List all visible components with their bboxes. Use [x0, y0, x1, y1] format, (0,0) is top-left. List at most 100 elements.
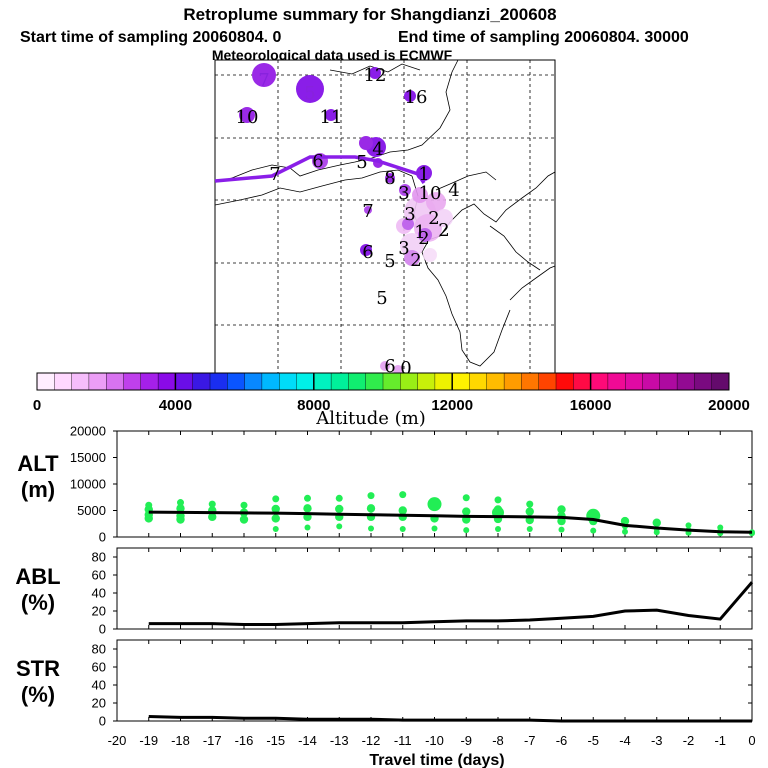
altitude-scatter-point: [462, 507, 471, 516]
colorbar-swatch: [486, 372, 505, 391]
plume-dot: [359, 136, 373, 150]
altitude-scatter-point: [399, 491, 407, 499]
altitude-scatter-point: [526, 500, 534, 508]
colorbar-swatch: [140, 372, 159, 391]
figure-title: Retroplume summary for Shangdianzi_20060…: [183, 5, 556, 24]
panel-abl: 0 20 40 60 80 ABL(%): [15, 547, 754, 637]
series-line-str: [148, 715, 752, 723]
plume-dot: [404, 90, 416, 102]
altitude-scatter-point: [271, 514, 280, 523]
colorbar-swatch: [36, 372, 55, 391]
plume-blob: [423, 248, 437, 262]
colorbar-swatch: [192, 372, 211, 391]
x-tick-label: -18: [171, 733, 190, 748]
x-tick-label: -17: [203, 733, 222, 748]
altitude-colorbar: 0 4000 8000 12000 16000 20000: [33, 372, 750, 414]
panel-ylabel: ALT: [17, 451, 59, 476]
map-time-label: 2: [428, 208, 439, 229]
colorbar-swatch: [175, 372, 194, 391]
map-time-label: 5: [384, 251, 395, 272]
plume-blob: [412, 187, 428, 203]
y-tick-label: 0: [99, 622, 106, 637]
colorbar-swatch: [330, 372, 349, 391]
x-tick-label: -5: [587, 733, 599, 748]
y-tick-label: 60: [92, 568, 106, 583]
y-tick-label: 40: [92, 586, 106, 601]
y-tick-label: 10000: [70, 477, 106, 492]
map-time-label: 11: [320, 107, 343, 128]
colorbar-swatch: [261, 372, 280, 391]
y-tick-label: 80: [92, 642, 106, 657]
plume-dot: [252, 63, 276, 87]
y-tick-label: 0: [99, 530, 106, 545]
x-tick-label: -19: [139, 733, 158, 748]
altitude-scatter-point: [239, 515, 249, 524]
altitude-scatter-point: [622, 528, 628, 535]
colorbar-title: Altitude (m): [315, 408, 426, 429]
coastline: [421, 237, 511, 367]
colorbar-swatch: [659, 372, 678, 391]
y-tick-label: 20: [92, 696, 106, 711]
x-tick-label: -1: [714, 733, 726, 748]
map-time-label: 6: [362, 242, 373, 263]
colorbar-swatch: [711, 372, 730, 391]
map-time-label: 2: [438, 220, 449, 241]
panel-ylabel-unit: (m): [21, 477, 55, 502]
x-tick-label: -15: [266, 733, 285, 748]
colorbar-swatch: [590, 372, 609, 391]
altitude-scatter-point: [367, 492, 375, 500]
altitude-scatter-point: [144, 514, 153, 523]
plume-dot: [325, 109, 337, 121]
map-time-label: 10: [419, 183, 442, 204]
colorbar-swatch: [88, 372, 107, 391]
plume-blob: [400, 233, 424, 257]
colorbar-swatch: [434, 372, 453, 391]
altitude-scatter-point: [652, 518, 661, 527]
colorbar-tick-label: 16000: [570, 397, 612, 414]
x-tick-label: -16: [235, 733, 254, 748]
altitude-scatter-point: [399, 526, 406, 533]
altitude-scatter-point: [557, 505, 566, 514]
map-plume: [239, 63, 453, 375]
colorbar-swatch: [538, 372, 557, 391]
end-time-label: End time of sampling 20060804. 30000: [398, 29, 689, 46]
start-time-label: Start time of sampling 20060804. 0: [20, 29, 282, 46]
series-line-abl: [148, 581, 754, 626]
colorbar-swatch: [382, 372, 401, 391]
map-time-label: 2: [410, 250, 421, 271]
y-tick-label: 20000: [70, 424, 106, 439]
coastline: [509, 265, 556, 301]
altitude-scatter-point: [336, 523, 343, 530]
x-tick-label: 0: [748, 733, 755, 748]
colorbar-swatch: [348, 372, 367, 391]
colorbar-tick-label: 8000: [297, 397, 330, 414]
x-tick-label: -13: [330, 733, 349, 748]
colorbar-tick-label: 20000: [708, 397, 750, 414]
altitude-scatter-point: [431, 525, 438, 532]
plume-dot: [239, 107, 255, 123]
x-tick-label: -14: [298, 733, 317, 748]
colorbar-swatch: [54, 372, 73, 391]
x-tick-label: -3: [651, 733, 663, 748]
y-tick-label: 15000: [70, 450, 106, 465]
plume-blob: [435, 209, 453, 227]
map-time-label: 1: [414, 222, 425, 243]
map-time-label: 5: [304, 83, 315, 104]
colorbar-swatch: [694, 372, 713, 391]
map-time-label: 16: [405, 87, 428, 108]
plume-dot: [360, 244, 372, 256]
map-time-label: 3: [398, 238, 409, 259]
map-time-label: 8: [384, 168, 395, 189]
altitude-scatter-point: [272, 526, 279, 533]
colorbar-swatch: [503, 372, 522, 391]
y-tick-label: 80: [92, 550, 106, 565]
x-tick-label: -6: [556, 733, 568, 748]
altitude-scatter-point: [525, 507, 534, 516]
y-tick-label: 5000: [77, 503, 106, 518]
altitude-scatter-point: [176, 515, 185, 524]
altitude-scatter-point: [368, 525, 374, 532]
x-tick-label: -7: [524, 733, 536, 748]
